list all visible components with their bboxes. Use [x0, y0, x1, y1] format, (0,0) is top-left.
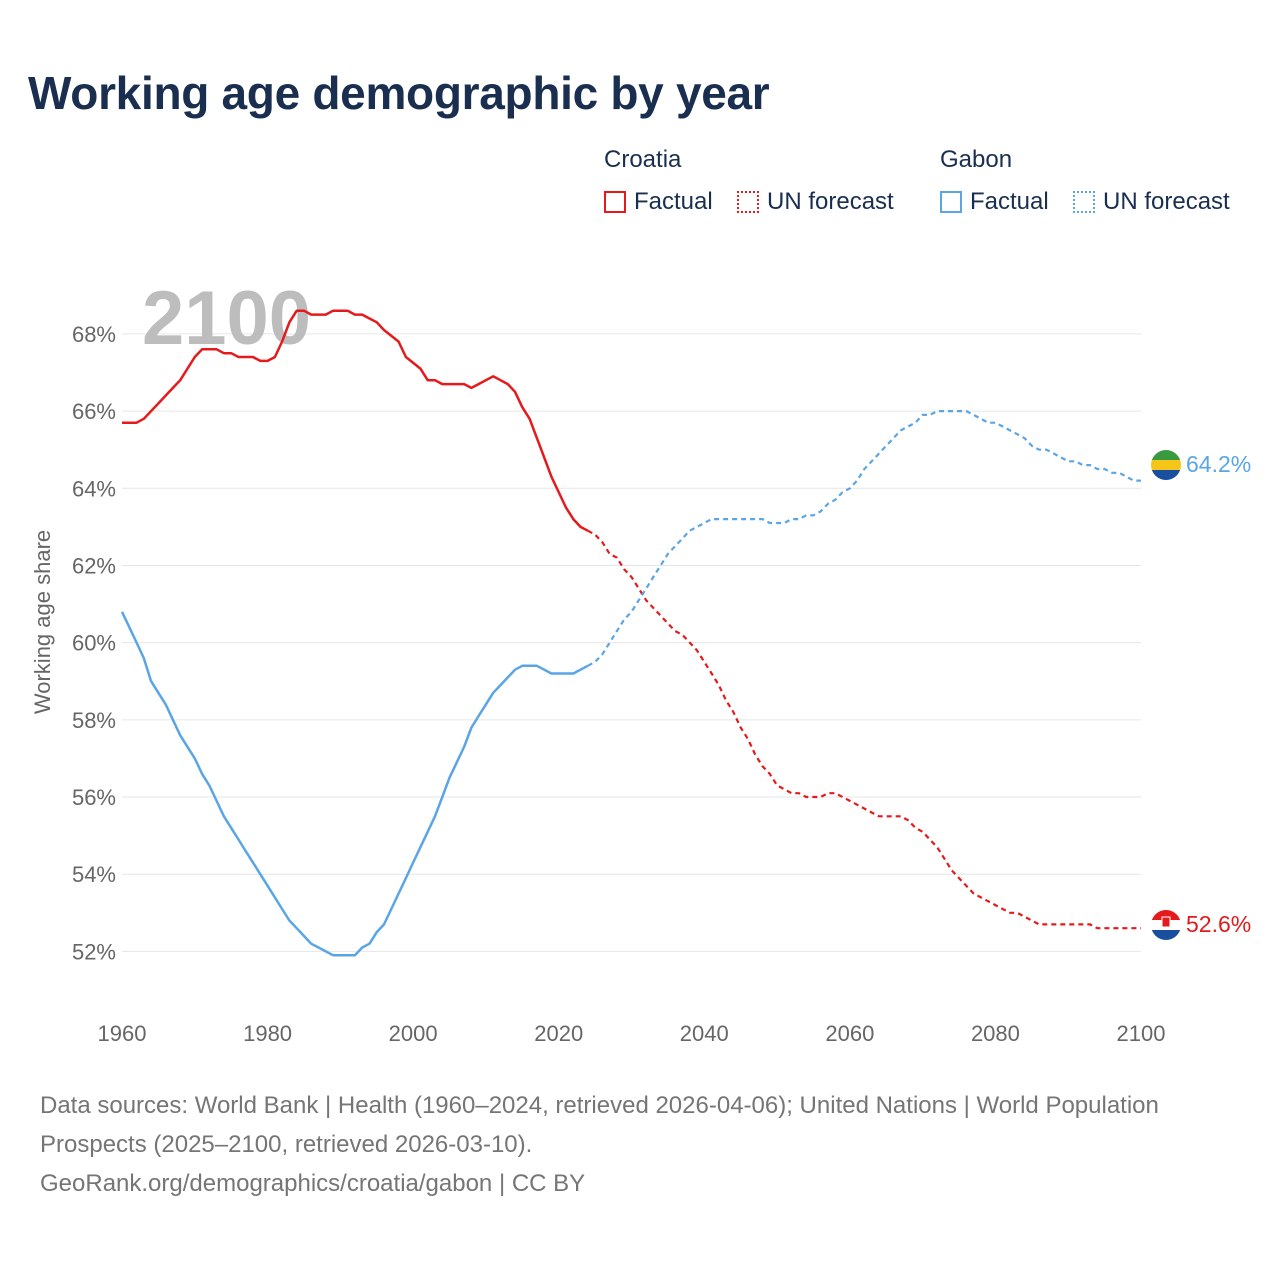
x-axis: 1960 1980 2000 2020 2040 2060 2080 2100: [98, 1021, 1166, 1046]
legend-item-gabon-forecast[interactable]: UN forecast: [1073, 188, 1230, 216]
legend-label-forecast: UN forecast: [767, 188, 894, 215]
legend-swatch-solid: [604, 191, 626, 213]
legend-country-croatia: Croatia: [604, 146, 682, 173]
x-tick-label: 2080: [971, 1021, 1020, 1046]
legend-label-factual: Factual: [634, 188, 713, 215]
y-tick-label: 60%: [72, 631, 116, 656]
y-axis-title: Working age share: [30, 530, 55, 714]
line-chart: 2100 52% 54% 56% 58% 60% 62% 64% 66% 68% 1960 198…: [30, 276, 1251, 1046]
legend-swatch-dotted: [737, 191, 759, 213]
source-footer: Data sources: World Bank | Health (1960–…: [40, 1086, 1200, 1203]
legend-item-gabon-factual[interactable]: Factual: [940, 188, 1049, 216]
x-tick-label: 2020: [534, 1021, 583, 1046]
legend-item-croatia-forecast[interactable]: UN forecast: [737, 188, 894, 216]
series-line-croatia-forecast[interactable]: [587, 529, 1141, 930]
x-tick-label: 1960: [98, 1021, 147, 1046]
y-tick-label: 66%: [72, 399, 116, 424]
y-tick-label: 58%: [72, 708, 116, 733]
current-year-label: 2100: [142, 276, 311, 361]
legend-label-forecast: UN forecast: [1103, 188, 1230, 215]
chart-title: Working age demographic by year: [28, 67, 770, 119]
end-value-label-gabon: 64.2%: [1186, 451, 1251, 477]
croatia-flag-icon: [1151, 910, 1181, 940]
legend-label-factual: Factual: [970, 188, 1049, 215]
gridlines: [122, 333, 1141, 952]
series-line-gabon-forecast[interactable]: [587, 410, 1141, 667]
gabon-flag-icon: [1151, 450, 1181, 480]
series-line-croatia-factual[interactable]: [122, 309, 589, 532]
x-tick-label: 2100: [1117, 1021, 1166, 1046]
legend-swatch-solid: [940, 191, 962, 213]
legend-item-croatia-factual[interactable]: Factual: [604, 188, 713, 216]
series-lines: [120, 309, 1141, 957]
source-link[interactable]: GeoRank.org/demographics/croatia/gabon |…: [40, 1170, 586, 1197]
x-tick-label: 2040: [680, 1021, 729, 1046]
y-tick-label: 56%: [72, 785, 116, 810]
y-axis: 52% 54% 56% 58% 60% 62% 64% 66% 68%: [72, 322, 116, 965]
x-tick-label: 2000: [389, 1021, 438, 1046]
x-tick-label: 1980: [243, 1021, 292, 1046]
source-text: Data sources: World Bank | Health (1960–…: [40, 1092, 1159, 1158]
y-tick-label: 62%: [72, 553, 116, 578]
series-line-gabon-factual[interactable]: [120, 611, 589, 957]
y-tick-label: 64%: [72, 476, 116, 501]
y-tick-label: 54%: [72, 862, 116, 887]
legend-swatch-dotted: [1073, 191, 1095, 213]
x-tick-label: 2060: [825, 1021, 874, 1046]
end-value-label-croatia: 52.6%: [1186, 911, 1251, 937]
y-tick-label: 68%: [72, 322, 116, 347]
legend-country-gabon: Gabon: [940, 146, 1013, 173]
y-tick-label: 52%: [72, 939, 116, 964]
